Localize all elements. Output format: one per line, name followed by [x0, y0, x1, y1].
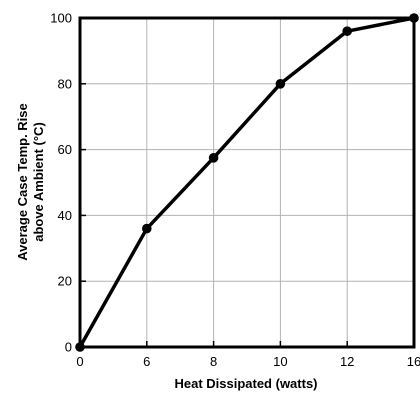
- y-axis-label-line-2: above Ambient (°C): [31, 122, 46, 242]
- x-tick-label: 8: [210, 354, 217, 369]
- y-axis-label: Average Case Temp. Rise above Ambient (°…: [15, 103, 46, 261]
- y-axis-ticks: 0 20 40 60 80 100: [50, 11, 86, 355]
- x-tick-label: 10: [273, 354, 287, 369]
- y-tick-label: 100: [50, 11, 72, 26]
- x-axis-ticks: 0 6 8 10 12 16: [76, 341, 420, 369]
- grid-lines: [80, 18, 414, 347]
- x-tick-label: 6: [143, 354, 150, 369]
- data-point: [342, 26, 353, 36]
- y-tick-label: 20: [58, 274, 72, 289]
- y-tick-label: 0: [65, 340, 72, 355]
- y-tick-label: 40: [58, 208, 72, 223]
- y-tick-label: 60: [58, 142, 72, 157]
- data-point: [75, 342, 85, 352]
- data-point: [275, 79, 286, 89]
- x-tick-label: 16: [407, 354, 420, 369]
- x-tick-label: 12: [340, 354, 354, 369]
- y-axis-label-line-1: Average Case Temp. Rise: [15, 103, 30, 261]
- series-line: [78, 16, 415, 348]
- y-tick-label: 80: [58, 76, 72, 91]
- x-tick-label: 0: [76, 354, 83, 369]
- data-point: [208, 153, 219, 163]
- data-point: [409, 13, 419, 23]
- data-point: [142, 223, 152, 234]
- plot-frame: [78, 16, 416, 349]
- series-layer: [75, 13, 419, 352]
- x-axis-label: Heat Dissipated (watts): [174, 376, 317, 391]
